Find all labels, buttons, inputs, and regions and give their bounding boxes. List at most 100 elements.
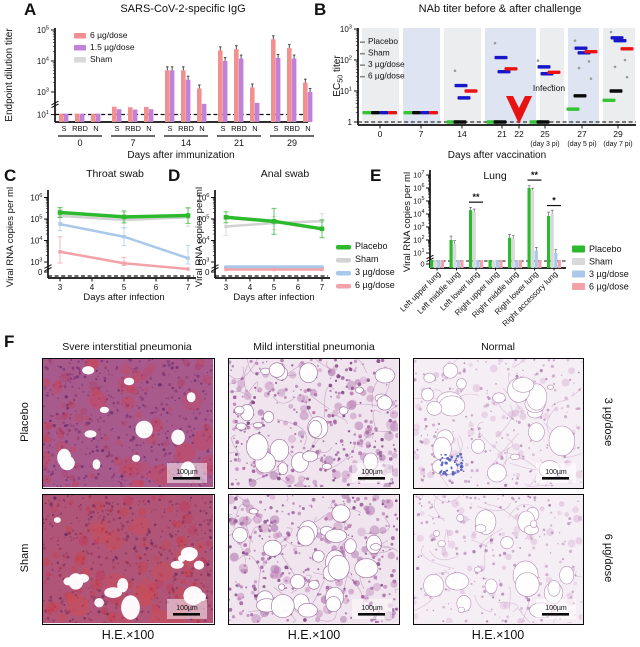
svg-text:6 µg/dose: 6 µg/dose: [589, 282, 629, 292]
svg-text:7: 7: [320, 283, 325, 292]
svg-text:S: S: [273, 124, 278, 133]
svg-text:6: 6: [296, 283, 301, 292]
scale-bar-label: 100µm: [361, 605, 383, 612]
histology-image-severe_red-r1c0: 100µm: [42, 494, 215, 625]
svg-text:105​: 105​: [30, 214, 42, 224]
scale-bar-label: 100µm: [176, 605, 198, 612]
svg-text:3: 3: [58, 283, 63, 292]
svg-text:1: 1: [348, 118, 353, 127]
panel-c-label: C: [4, 166, 17, 185]
histology-row-label-sham: Sham: [19, 543, 31, 573]
panel-e-ylabel: Viral RNA copies per ml: [402, 172, 413, 272]
svg-text:3 µg/dose: 3 µg/dose: [355, 267, 395, 277]
svg-text:0: 0: [77, 138, 82, 148]
svg-text:4: 4: [248, 283, 253, 292]
panel-b-ylabel: EC50​ titer: [332, 55, 345, 97]
panel-c-ylabel: Viral RNA copies per ml: [5, 187, 16, 287]
svg-text:6 µg/dose: 6 µg/dose: [90, 30, 128, 40]
panel-d-title: Anal swab: [260, 168, 310, 180]
panel-d-label: D: [168, 166, 181, 185]
svg-text:3: 3: [224, 283, 229, 292]
svg-text:21: 21: [234, 138, 244, 148]
svg-text:5: 5: [272, 283, 277, 292]
panel-b-xlabel: Days after vaccination: [448, 150, 546, 161]
histology-image-severe-r0c0: 100µm: [42, 358, 215, 489]
svg-text:3 µg/dose: 3 µg/dose: [589, 269, 629, 279]
svg-text:6 µg/dose: 6 µg/dose: [355, 280, 395, 290]
svg-text:N: N: [199, 124, 204, 133]
histology-row-label-6ug: 6 µg/dose: [602, 533, 614, 583]
histology-column-title-mild: Mild interstitial pneumonia: [253, 341, 375, 353]
panel-c-title: Throat swab: [86, 168, 144, 180]
svg-text:27: 27: [577, 129, 587, 139]
svg-text:14: 14: [457, 129, 467, 139]
svg-text:104​: 104​: [37, 56, 50, 66]
svg-text:Sham: Sham: [355, 254, 379, 264]
svg-text:7: 7: [419, 129, 424, 139]
svg-text:Sham: Sham: [589, 257, 613, 267]
scale-bar: [173, 613, 200, 616]
svg-text:101​: 101​: [413, 248, 424, 258]
histology-image-mild-r0c1: 100µm: [228, 358, 400, 489]
svg-text:N: N: [93, 124, 98, 133]
svg-text:101​: 101​: [37, 110, 49, 120]
svg-text:106​: 106​: [197, 193, 209, 203]
svg-text:102​: 102​: [340, 55, 352, 65]
panel-b-chart: 103​ 102​ 101​ 1 0 7 14 21 22 25 (day 3 pi) 27 (day …: [332, 24, 636, 161]
panel-e-title: Lung: [483, 170, 507, 182]
svg-text:7: 7: [130, 138, 135, 148]
panel-d-xlabel: Days after infection: [233, 292, 314, 303]
panel-a-legend: 6 µg/dose 1.5 µg/dose Sham: [74, 30, 135, 64]
svg-text:0: 0: [205, 268, 210, 277]
svg-text:21: 21: [497, 129, 507, 139]
panel-a-title: SARS-CoV-2-specific IgG: [120, 3, 246, 15]
panel-c-xlabel: Days after infection: [83, 292, 164, 303]
svg-text:104​: 104​: [30, 236, 43, 246]
svg-text:105​: 105​: [197, 214, 209, 224]
svg-text:RBD: RBD: [125, 124, 141, 133]
svg-text:0: 0: [378, 129, 383, 139]
scale-bar-label: 100µm: [361, 469, 383, 476]
panel-f-label: F: [4, 332, 15, 351]
svg-text:29: 29: [613, 129, 623, 139]
svg-text:29: 29: [287, 138, 297, 148]
svg-text:RBD: RBD: [231, 124, 247, 133]
infection-arrow: [506, 96, 532, 124]
svg-text:7: 7: [186, 283, 191, 292]
histology-caption-3: H.E.×100: [471, 628, 525, 642]
panel-b-title: NAb titer before & after challenge: [418, 3, 582, 15]
svg-text:1.5 µg/dose: 1.5 µg/dose: [90, 42, 135, 52]
histology-image-normal-r1c2: 100µm: [413, 494, 584, 625]
svg-text:S: S: [167, 124, 172, 133]
svg-text:RBD: RBD: [284, 124, 300, 133]
histology-caption-1: H.E.×100: [101, 628, 155, 642]
scale-bar-label: 100µm: [545, 469, 567, 476]
infection-annotation: Infection: [533, 83, 565, 93]
svg-text:14: 14: [181, 138, 191, 148]
histology-image-normal-r0c2: 100µm: [413, 358, 584, 489]
svg-text:N: N: [305, 124, 310, 133]
panel-d-chart: 106​ 105​ 104​ 103​0 3 4 5 6 7 Days after infecti…: [194, 187, 395, 303]
svg-text:**: **: [472, 192, 480, 202]
scale-bar-label: 100µm: [176, 469, 198, 476]
histology-image-mild-r1c1: 100µm: [228, 494, 400, 625]
scale-bar: [358, 613, 385, 616]
svg-text:103​: 103​: [413, 222, 424, 232]
svg-text:N: N: [252, 124, 257, 133]
panel-a-ylabel: Endpoint dilution titer: [4, 28, 15, 122]
svg-text:5: 5: [122, 283, 127, 292]
svg-text:4: 4: [90, 283, 95, 292]
svg-text:25: 25: [540, 129, 550, 139]
svg-text:3 µg/dose: 3 µg/dose: [368, 59, 405, 69]
svg-text:6 µg/dose: 6 µg/dose: [368, 71, 405, 81]
svg-text:103​: 103​: [37, 87, 49, 97]
svg-text:RBD: RBD: [72, 124, 88, 133]
svg-text:Sham: Sham: [90, 54, 112, 64]
svg-text:104​: 104​: [197, 236, 210, 246]
svg-text:104​: 104​: [413, 209, 424, 219]
panel-c-chart: 106​ 105​ 104​ 103​0 3 4 5 6 7 Days after infecti…: [5, 187, 196, 303]
